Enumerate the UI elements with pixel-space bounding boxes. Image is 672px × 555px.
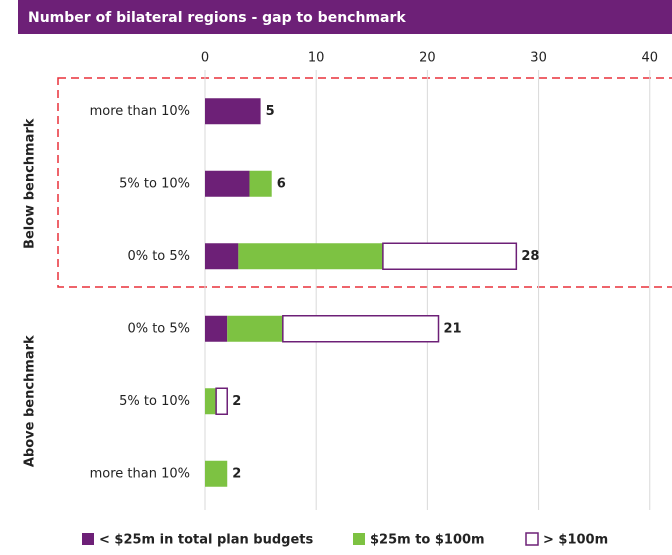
y-tick-label: 0% to 5% bbox=[127, 321, 190, 336]
total-label: 2 bbox=[232, 394, 241, 409]
bar-segment bbox=[249, 170, 272, 197]
total-label: 6 bbox=[277, 176, 286, 191]
x-tick-label: 10 bbox=[308, 51, 325, 66]
x-tick-label: 0 bbox=[201, 51, 209, 66]
bar-segment bbox=[382, 242, 518, 270]
bar-segment bbox=[282, 315, 440, 343]
bar-segment bbox=[227, 315, 283, 342]
legend-label: $25m to $100m bbox=[370, 533, 485, 548]
y-tick-label: more than 10% bbox=[90, 466, 190, 481]
bar-segment bbox=[205, 460, 228, 487]
legend-swatch bbox=[525, 532, 539, 546]
y-tick-label: more than 10% bbox=[90, 104, 190, 119]
bar-segment bbox=[205, 315, 228, 342]
y-tick-label: 5% to 10% bbox=[119, 394, 190, 409]
bar-segment bbox=[205, 243, 239, 270]
y-tick-label: 0% to 5% bbox=[127, 249, 190, 264]
x-tick-label: 30 bbox=[530, 51, 547, 66]
bar-segment bbox=[215, 387, 228, 415]
legend-swatch bbox=[82, 533, 94, 545]
x-tick-label: 20 bbox=[419, 51, 436, 66]
bar-segment bbox=[205, 98, 261, 125]
total-label: 2 bbox=[232, 466, 241, 481]
benchmark-box bbox=[57, 77, 672, 288]
total-label: 5 bbox=[266, 104, 275, 119]
y-tick-label: 5% to 10% bbox=[119, 176, 190, 191]
legend-swatch bbox=[353, 533, 365, 545]
group-label: Below benchmark bbox=[23, 118, 38, 249]
group-label: Above benchmark bbox=[23, 335, 38, 467]
legend-label: < $25m in total plan budgets bbox=[99, 533, 313, 548]
x-tick-label: 40 bbox=[641, 51, 658, 66]
total-label: 28 bbox=[521, 249, 539, 264]
bar-segment bbox=[205, 388, 217, 415]
total-label: 21 bbox=[444, 321, 462, 336]
bar-segment bbox=[205, 170, 250, 197]
bar-segment bbox=[238, 243, 383, 270]
title-bar bbox=[18, 0, 672, 34]
chart-title: Number of bilateral regions - gap to ben… bbox=[28, 10, 406, 26]
legend-label: > $100m bbox=[543, 533, 608, 548]
